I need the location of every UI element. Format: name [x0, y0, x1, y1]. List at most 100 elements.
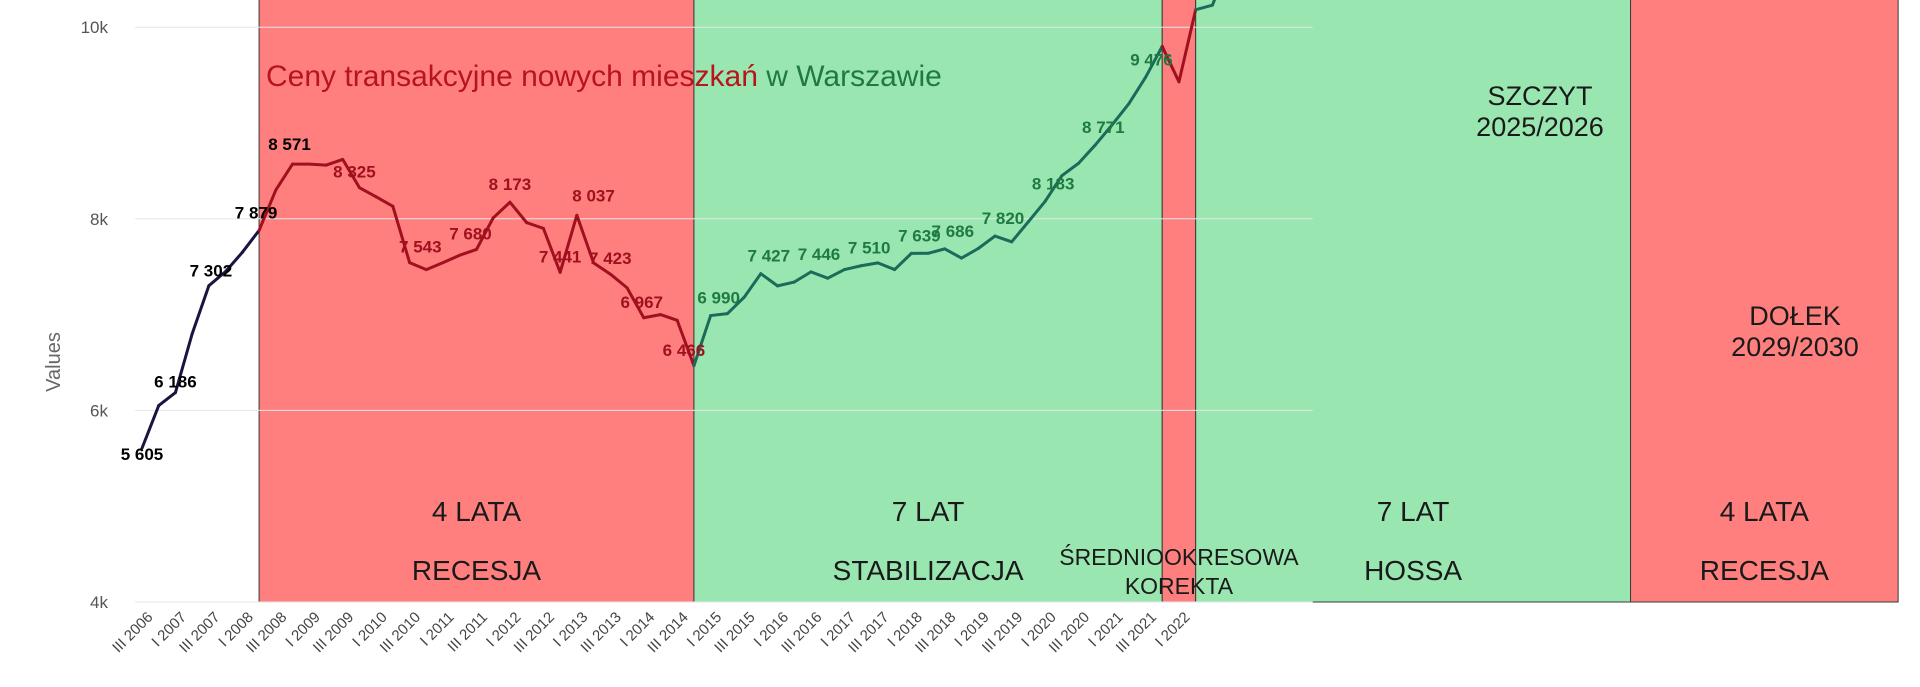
line-segment: [357, 186, 378, 199]
line-segment: [224, 250, 244, 273]
chart-title: Ceny transakcyjne nowych mieszkań w Wars…: [266, 60, 942, 93]
data-label: 6 967: [620, 293, 663, 312]
phase-duration-2: 7 LAT: [892, 496, 965, 527]
line-segment: [157, 391, 177, 408]
line-segment: [809, 270, 830, 280]
line-segment: [842, 264, 863, 272]
data-label: 6 466: [663, 341, 706, 360]
line-segment: [592, 261, 612, 276]
line-segment: [976, 234, 997, 250]
forecast-annotation-2: DOŁEK 2029/2030: [1731, 301, 1859, 362]
line-segment: [1177, 8, 1198, 84]
line-segment: [525, 221, 545, 230]
line-segment: [1144, 44, 1164, 79]
data-label: 9 476: [1130, 50, 1173, 69]
phase-name-2: STABILIZACJA: [833, 555, 1024, 586]
line-segment: [709, 312, 729, 318]
data-label: 7 686: [932, 222, 975, 241]
data-label: 7 510: [848, 239, 891, 258]
line-segment: [725, 295, 746, 316]
phase-bands: [258, 0, 1899, 603]
data-label: 7 639: [898, 226, 941, 245]
line-segment: [307, 162, 328, 167]
line-segment: [1060, 161, 1081, 178]
line-segment: [943, 247, 964, 260]
data-label: 6 990: [697, 289, 740, 308]
line-segment: [541, 226, 562, 274]
line-segment: [475, 216, 495, 251]
line-segment: [140, 404, 161, 450]
line-segment: [1160, 44, 1181, 84]
phase-name-5: RECESJA: [1700, 555, 1829, 586]
forecast-annotations: SZCZYT 2025/2026 DOŁEK 2029/2030: [1476, 81, 1859, 362]
data-label: 7 820: [982, 209, 1025, 228]
line-segment: [341, 157, 361, 190]
phase-name-4: HOSSA: [1364, 555, 1462, 586]
line-segment: [675, 318, 696, 368]
y-axis-ticks: 4k6k8k10k12k14k: [81, 18, 109, 612]
line-segment: [491, 200, 512, 220]
line-segment: [1010, 220, 1030, 244]
line-segment: [692, 314, 713, 368]
data-label: 7 441: [539, 247, 582, 266]
phase-band-1: [258, 0, 695, 603]
line-segment: [558, 213, 579, 274]
phase-duration-5: 4 LATA: [1720, 496, 1810, 527]
line-segment: [742, 272, 763, 299]
data-label: 10 183: [1166, 0, 1218, 4]
line-segment: [776, 280, 796, 288]
forecast-annotation-1: SZCZYT 2025/2026: [1476, 81, 1604, 142]
line-segment: [792, 270, 813, 284]
line-segment: [1127, 75, 1147, 106]
line-segment: [257, 188, 278, 232]
data-label: 7 543: [399, 238, 442, 257]
line-segment: [893, 251, 913, 272]
x-tick-label: I 2022: [1152, 609, 1194, 651]
line-segment: [759, 272, 780, 288]
data-label: 5 605: [121, 445, 164, 464]
line-segment: [1110, 102, 1131, 127]
data-label: 7 423: [589, 249, 632, 268]
data-label: 8 173: [489, 175, 532, 194]
data-label: 7 879: [235, 203, 278, 222]
line-segment: [575, 213, 596, 265]
y-tick-label: 8k: [90, 210, 108, 229]
line-segment: [324, 157, 345, 167]
line-segment: [274, 162, 295, 192]
line-segment: [190, 284, 211, 336]
line-segment: [1194, 3, 1214, 12]
line-segment: [1093, 123, 1114, 147]
phase-band-4: [1195, 0, 1632, 603]
line-segment: [960, 246, 980, 260]
phase-labels: 4 LATA RECESJA 7 LAT STABILIZACJA ŚREDNIOOKR…: [412, 496, 1829, 599]
phase-duration-4: 7 LAT: [1377, 496, 1450, 527]
data-label: 8 571: [268, 135, 311, 154]
line-segment: [408, 261, 428, 272]
data-label: 8 183: [1032, 174, 1075, 193]
line-segment: [441, 253, 462, 265]
line-segment: [207, 269, 228, 288]
line-segment: [926, 247, 947, 255]
phase-name-3: ŚREDNIOOKRESOWA KOREKTA: [1059, 543, 1299, 599]
line-segment: [1077, 143, 1097, 165]
price-series: [140, 0, 1217, 450]
line-segment: [458, 247, 478, 257]
line-segment: [173, 332, 194, 395]
y-tick-label: 10k: [81, 18, 109, 37]
data-label: 7 680: [449, 224, 492, 243]
data-label: 7 446: [798, 245, 841, 264]
phase-band-2: [693, 0, 1163, 603]
data-labels: 5 605 6 186 7 302 7 879 8 571 8 325 7 543 7 680…: [121, 0, 1218, 464]
line-segment: [993, 234, 1014, 244]
line-segment: [424, 261, 445, 272]
y-tick-label: 4k: [90, 593, 108, 612]
line-segment: [1043, 174, 1064, 203]
gridlines: [135, 26, 1313, 603]
y-axis-label: Values: [43, 332, 65, 392]
data-label: 8 325: [333, 163, 376, 182]
line-segment: [1026, 199, 1047, 224]
phase-name-1: RECESJA: [412, 555, 541, 586]
phase-band-3: [1161, 0, 1197, 603]
